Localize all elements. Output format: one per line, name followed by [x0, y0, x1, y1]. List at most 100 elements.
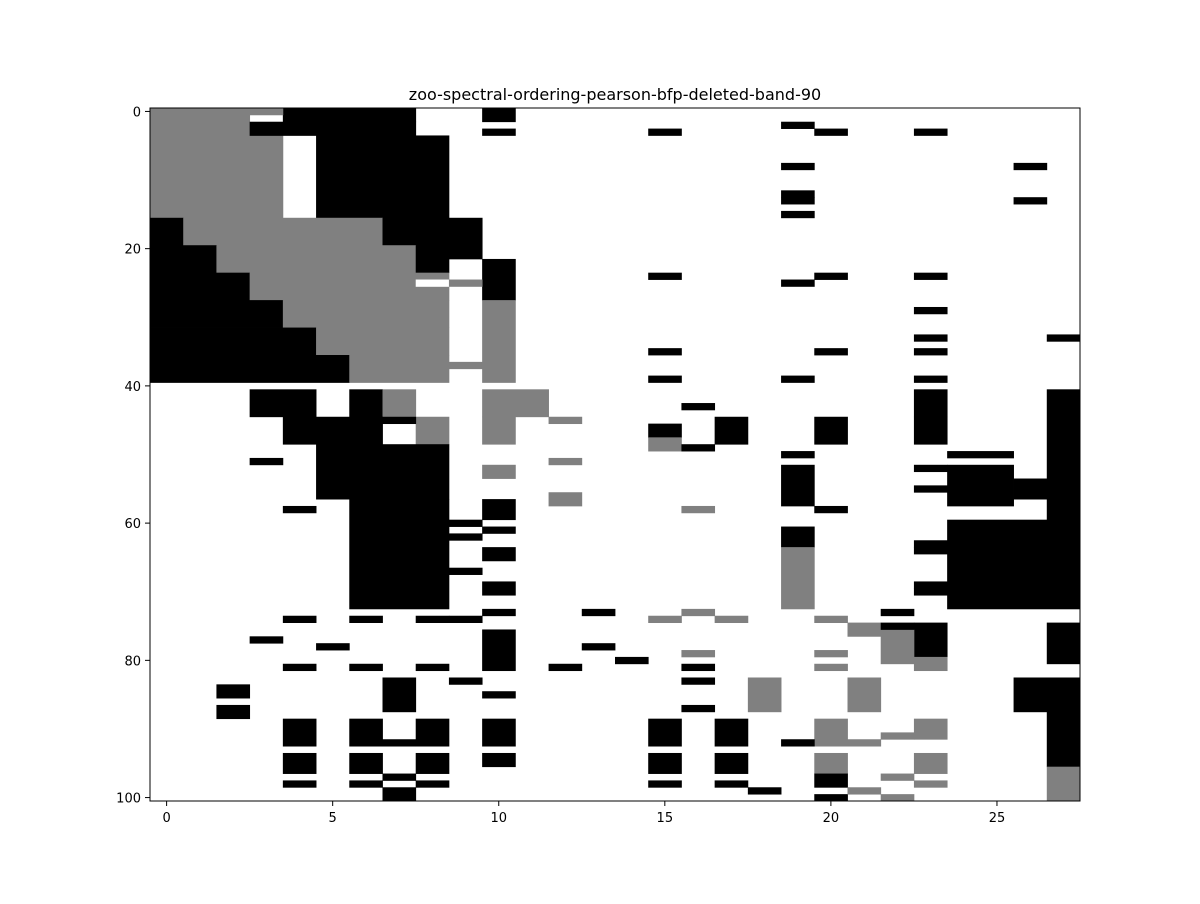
y-tick-label: 20	[124, 243, 141, 258]
heatmap-cell	[781, 279, 815, 287]
y-tick-label: 80	[124, 654, 141, 669]
heatmap-cell	[781, 451, 815, 459]
x-tick-label: 15	[657, 811, 674, 826]
heatmap-cell	[1046, 622, 1081, 665]
heatmap-cell	[814, 663, 848, 672]
heatmap-cell	[781, 121, 815, 129]
heatmap-cell	[349, 355, 450, 383]
heatmap-cell	[913, 547, 948, 555]
heatmap-cell	[482, 389, 549, 418]
heatmap-cell	[781, 739, 815, 747]
heatmap-cell	[349, 499, 450, 610]
heatmap-cell	[814, 773, 848, 788]
x-tick-label: 25	[989, 811, 1006, 826]
heatmap-cell	[781, 464, 815, 507]
heatmap-cell	[814, 794, 848, 802]
heatmap-cell	[448, 677, 483, 685]
heatmap-cell	[1046, 766, 1081, 802]
heatmap-cell	[1046, 711, 1081, 768]
heatmap-cell	[548, 492, 583, 507]
heatmap-cell	[382, 787, 417, 802]
heatmap-cell	[648, 437, 682, 452]
heatmap-cell	[847, 622, 882, 637]
heatmap-cell	[349, 389, 383, 418]
heatmap-cell	[249, 389, 317, 418]
heatmap-cell	[282, 505, 317, 514]
heatmap-cell	[382, 677, 417, 713]
heatmap-cell	[648, 348, 682, 356]
heatmap-cell	[282, 300, 450, 328]
heatmap-cell	[1013, 197, 1048, 205]
heatmap-cell	[349, 718, 383, 747]
heatmap-cell	[581, 608, 616, 617]
heatmap-cell	[913, 334, 948, 342]
heatmap-cell	[482, 752, 516, 768]
heatmap-cell	[150, 108, 251, 116]
heatmap-cell	[415, 245, 450, 274]
heatmap-cell	[847, 739, 882, 747]
heatmap-cell	[947, 519, 1081, 610]
heatmap-cell	[482, 691, 516, 699]
heatmap-cell	[382, 416, 417, 425]
heatmap-cell	[947, 464, 1014, 507]
heatmap-background	[150, 108, 1080, 801]
heatmap-cell	[913, 718, 948, 740]
heatmap-cell	[282, 663, 317, 672]
heatmap-cell	[913, 656, 948, 672]
heatmap-cell	[913, 416, 948, 445]
heatmap-cell	[249, 121, 417, 136]
heatmap-cell	[482, 608, 516, 617]
heatmap-cell	[1046, 334, 1081, 342]
heatmap-cell	[548, 416, 583, 425]
heatmap-cell	[814, 272, 848, 280]
heatmap-cell	[448, 361, 483, 370]
heatmap-cell	[880, 629, 915, 665]
heatmap-cell	[349, 663, 383, 672]
heatmap-cell	[249, 457, 284, 466]
heatmap-cell	[1013, 677, 1081, 713]
heatmap-cell	[216, 245, 417, 274]
heatmap-cell	[282, 780, 317, 788]
heatmap-cell	[681, 444, 716, 452]
heatmap-cell	[947, 451, 1014, 459]
heatmap-cell	[415, 718, 450, 747]
heatmap-cell	[150, 300, 284, 328]
heatmap-cell	[482, 499, 516, 521]
heatmap-cell	[548, 663, 583, 672]
heatmap-cell	[415, 663, 450, 672]
heatmap-cell	[150, 245, 217, 274]
heatmap-cell	[415, 279, 450, 287]
heatmap-cell	[781, 526, 815, 548]
heatmap-cell	[183, 217, 383, 246]
heatmap-cell	[1046, 389, 1081, 479]
heatmap-cell	[913, 272, 948, 280]
heatmap-cell	[282, 108, 417, 123]
heatmap-cell	[814, 416, 848, 445]
heatmap-cell	[781, 210, 815, 219]
heatmap-cell	[1046, 499, 1081, 521]
heatmap-cell	[150, 327, 317, 356]
y-tick-label: 40	[124, 380, 141, 395]
heatmap-cell	[814, 752, 848, 774]
heatmap-cell	[913, 581, 948, 589]
y-tick-label: 100	[116, 792, 141, 807]
heatmap-cell	[913, 780, 948, 788]
heatmap-cell	[448, 567, 483, 575]
heatmap-cell	[150, 272, 251, 301]
y-tick-label: 0	[133, 105, 141, 120]
heatmap-cell	[482, 128, 516, 136]
heatmap-cell	[681, 608, 716, 617]
heatmap-cell	[482, 416, 516, 445]
axes: 0 5 10 15 20 25 0 20 40 60 80 100	[116, 105, 1081, 826]
heatmap-cell	[880, 794, 915, 802]
heatmap-cell	[648, 780, 682, 788]
heatmap-cell	[150, 217, 184, 246]
heatmap-cell	[316, 327, 450, 356]
heatmap-cells	[150, 108, 1081, 802]
heatmap-cell	[913, 389, 948, 418]
heatmap-cell	[648, 375, 682, 383]
heatmap-cell	[648, 423, 682, 438]
heatmap-cell	[150, 135, 284, 219]
heatmap-cell	[913, 464, 948, 473]
